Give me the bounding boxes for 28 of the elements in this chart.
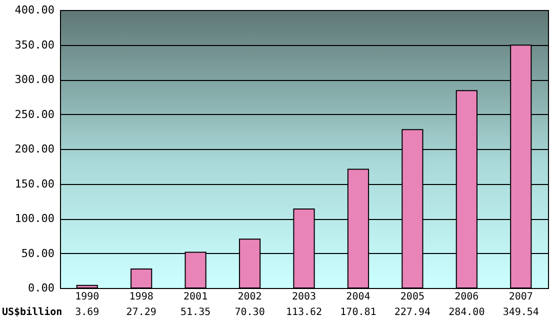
x-tick-label: 1998 bbox=[129, 292, 154, 302]
x-tick-label: 2005 bbox=[400, 292, 424, 302]
y-tick-label: 100.00 bbox=[14, 212, 54, 225]
y-tick-label: 150.00 bbox=[14, 177, 54, 190]
y-tick-label: 200.00 bbox=[14, 142, 54, 156]
x-tick-label: 2001 bbox=[184, 292, 208, 302]
x-tick-label: 2003 bbox=[292, 292, 316, 302]
y-tick-label: 0.00 bbox=[28, 282, 54, 294]
data-label: 227.94 bbox=[394, 307, 431, 318]
data-label: 349.54 bbox=[502, 307, 539, 318]
y-tick-label: 400.00 bbox=[14, 4, 54, 16]
data-label: 51.35 bbox=[180, 307, 211, 318]
x-tick-label: 2007 bbox=[508, 292, 533, 302]
data-label: 170.81 bbox=[340, 307, 376, 318]
data-label: 3.69 bbox=[75, 307, 100, 318]
y-tick-label: 350.00 bbox=[14, 38, 54, 52]
text: US$billion bbox=[2, 306, 62, 318]
x-tick-label: 2004 bbox=[346, 292, 370, 302]
y-tick-label: 50.00 bbox=[21, 246, 54, 260]
y-tick-label: 250.00 bbox=[14, 108, 54, 121]
y-tick-label: 300.00 bbox=[14, 73, 54, 86]
data-label: 27.29 bbox=[126, 307, 156, 318]
data-label: 284.00 bbox=[448, 307, 485, 318]
data-label: 70.30 bbox=[234, 307, 265, 318]
x-tick-label: 2006 bbox=[454, 292, 479, 302]
x-tick-label: 1990 bbox=[75, 292, 100, 302]
data-label: 113.62 bbox=[286, 307, 322, 318]
x-tick-label: 2002 bbox=[238, 292, 262, 302]
